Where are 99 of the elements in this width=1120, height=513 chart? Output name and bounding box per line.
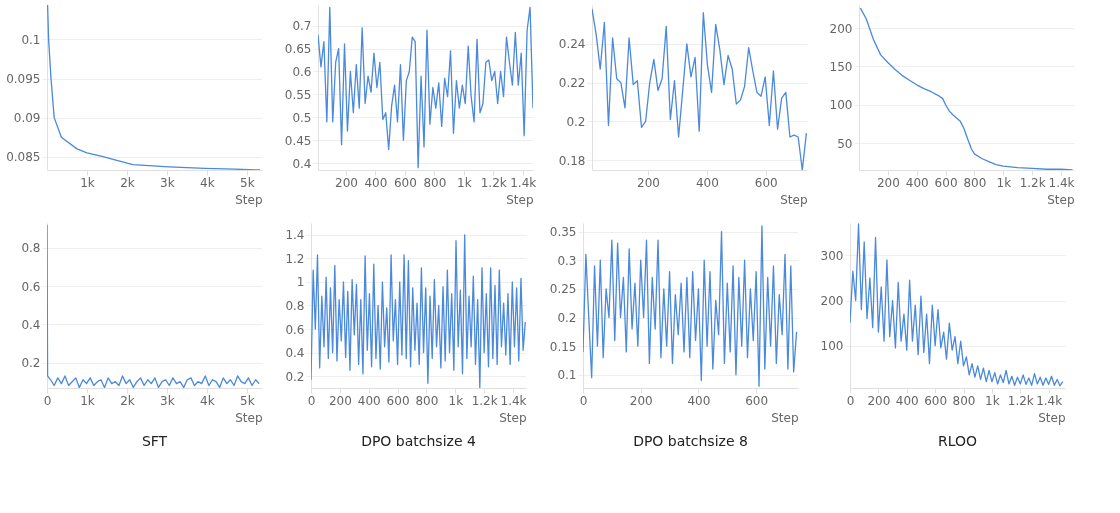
x-tick-label: 5k: [240, 393, 255, 408]
text: DPO batchsize 8: [633, 433, 748, 449]
x-tick-label: 1.4k: [1048, 175, 1075, 190]
x-tick-label: 800: [963, 175, 987, 190]
x-tick-label: 0: [846, 393, 855, 408]
x-tick-label: 200: [335, 175, 358, 190]
y-tick-label: 0.1: [21, 32, 41, 47]
y-tick-label: 0.085: [6, 150, 41, 165]
y-tick-label: 0.09: [13, 111, 41, 126]
x-axis-title: Step: [235, 192, 263, 207]
x-tick-label: 3k: [160, 393, 175, 408]
y-tick-label: 100: [820, 339, 844, 354]
y-tick-label: 0.8: [285, 299, 305, 313]
y-tick-label: 0.4: [21, 317, 41, 332]
x-axis-title: Step: [499, 410, 527, 425]
x-tick-label: 0: [579, 393, 588, 408]
x-tick-label: 800: [952, 393, 976, 408]
x-tick-label: 0: [43, 393, 52, 408]
x-tick-label: 200: [637, 175, 660, 190]
y-tick-label: 0.1: [557, 368, 577, 383]
y-tick-label: 0.45: [284, 133, 312, 148]
y-tick-label: 0.15: [549, 339, 577, 354]
x-tick-label: 1k: [456, 175, 472, 190]
x-axis-title: Step: [780, 192, 808, 207]
x-tick-label: 200: [867, 393, 891, 408]
x-tick-label: 400: [364, 175, 388, 190]
x-tick-label: 4k: [200, 393, 215, 408]
y-tick-label: 0.25: [549, 282, 577, 297]
x-tick-label: 3k: [160, 175, 175, 190]
x-tick-label: 800: [415, 393, 439, 408]
y-tick-label: 0.4: [285, 346, 305, 361]
y-tick-label: 0.2: [21, 356, 41, 371]
y-tick-label: 0.095: [6, 72, 41, 87]
text: SFT: [141, 433, 168, 449]
y-tick-label: 150: [829, 59, 853, 74]
x-axis-title: Step: [1047, 192, 1075, 207]
x-tick-label: 600: [386, 393, 410, 408]
x-tick-label: 400: [687, 393, 711, 408]
y-tick-label: 0.18: [558, 153, 586, 168]
x-tick-label: 600: [754, 175, 778, 190]
y-tick-label: 0.6: [21, 279, 41, 294]
x-tick-label: 1k: [448, 393, 464, 408]
x-tick-label: 600: [745, 393, 769, 408]
y-tick-label: 0.3: [557, 253, 577, 268]
x-tick-label: 1.2k: [1007, 393, 1034, 408]
x-tick-label: 400: [905, 175, 929, 190]
y-tick-label: 1.2: [285, 251, 305, 266]
y-tick-label: 0.4: [292, 156, 312, 171]
y-tick-label: 0.55: [284, 87, 312, 102]
y-tick-label: 0.2: [566, 114, 586, 129]
y-tick-label: 200: [820, 294, 844, 309]
y-tick-label: 0.22: [558, 76, 586, 91]
x-tick-label: 600: [393, 175, 417, 190]
x-tick-label: 400: [895, 393, 919, 408]
x-tick-label: 1.4k: [500, 393, 527, 408]
x-tick-label: 0: [307, 393, 316, 408]
y-tick-label: 0.2: [285, 369, 305, 384]
x-axis-title: Step: [771, 410, 799, 425]
y-tick-label: 0.5: [292, 110, 312, 125]
y-tick-label: 0.7: [292, 19, 312, 34]
x-axis-title: Step: [235, 410, 263, 425]
x-tick-label: 600: [934, 175, 958, 190]
x-tick-label: 2k: [120, 175, 135, 190]
x-tick-label: 1.2k: [1019, 175, 1046, 190]
y-tick-label: 0.6: [292, 64, 312, 79]
y-tick-label: 0.65: [284, 42, 312, 57]
x-axis-title: Step: [1038, 410, 1066, 425]
x-tick-label: 1.4k: [510, 175, 537, 190]
x-tick-label: 200: [328, 393, 352, 408]
x-tick-label: 400: [695, 175, 719, 190]
y-tick-label: 300: [820, 248, 844, 263]
x-tick-label: 1k: [985, 393, 1000, 408]
y-tick-label: 1.4: [285, 228, 305, 243]
x-tick-label: 5k: [240, 175, 255, 190]
x-tick-label: 200: [876, 175, 900, 190]
text: DPO batchsize 4: [361, 433, 476, 449]
y-tick-label: 0.35: [549, 225, 577, 240]
text: RLOO: [937, 433, 978, 449]
y-tick-label: 50: [837, 136, 853, 151]
y-tick-label: 100: [829, 98, 853, 113]
x-tick-label: 400: [357, 393, 381, 408]
x-tick-label: 800: [423, 175, 447, 190]
x-tick-label: 2k: [120, 393, 135, 408]
x-tick-label: 1k: [80, 175, 95, 190]
x-tick-label: 200: [629, 393, 653, 408]
x-tick-label: 1.4k: [1036, 393, 1063, 408]
x-tick-label: 600: [924, 393, 948, 408]
y-tick-label: 1: [296, 275, 305, 290]
x-tick-label: 1.2k: [471, 393, 498, 408]
x-tick-label: 1k: [80, 393, 95, 408]
y-tick-label: 0.2: [557, 311, 577, 326]
y-tick-label: 200: [829, 21, 853, 36]
x-tick-label: 1.2k: [480, 175, 507, 190]
x-tick-label: 1k: [996, 175, 1012, 190]
x-axis-title: Step: [506, 192, 534, 207]
y-tick-label: 0.24: [558, 37, 586, 52]
y-tick-label: 0.8: [21, 241, 41, 256]
y-tick-label: 0.6: [285, 322, 305, 337]
x-tick-label: 4k: [200, 175, 215, 190]
